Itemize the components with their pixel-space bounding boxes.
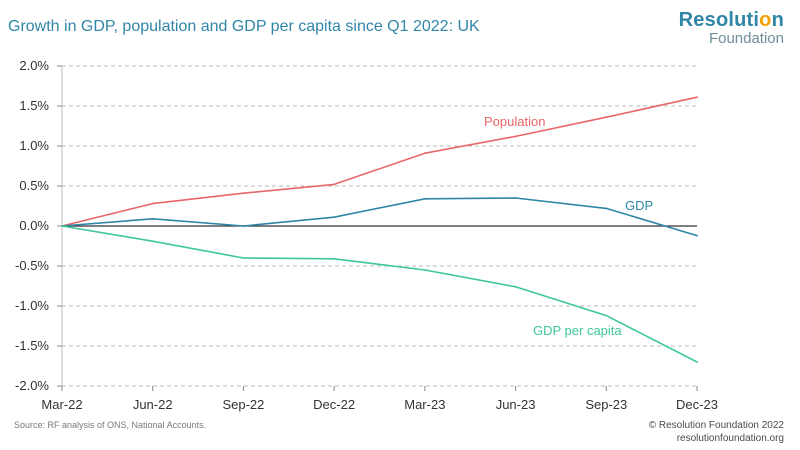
copyright-block: © Resolution Foundation 2022 resolutionf… [649,420,784,445]
resolution-foundation-logo: Resolution Foundation [679,10,784,46]
x-tick-label: Dec-22 [313,397,355,412]
data-point [61,225,63,227]
gdp-per-capita-label: GDP per capita [533,323,622,338]
y-tick-label: -1.5% [15,338,49,353]
y-tick-label: -1.0% [15,298,49,313]
y-tick-label: -2.0% [15,378,49,393]
data-point [514,197,517,199]
y-tick-label: 1.0% [19,138,49,153]
data-point [605,116,608,119]
data-point [242,192,245,195]
source-note: Source: RF analysis of ONS, National Acc… [14,420,207,430]
data-point [333,216,336,219]
data-point [605,314,608,317]
data-point [423,197,426,200]
x-tick-label: Sep-22 [222,397,264,412]
gdp-per-capita-line [61,225,698,363]
website-text: resolutionfoundation.org [676,432,784,444]
data-point [696,96,698,99]
data-point [333,257,336,260]
data-point [696,234,698,237]
gdp-line [61,197,698,237]
logo-wordmark-end: n [771,9,784,31]
data-point [514,285,517,288]
data-point [696,361,698,363]
data-point [423,152,426,155]
data-point [423,269,426,271]
copyright-text: © Resolution Foundation 2022 [648,420,784,431]
data-point [151,217,154,220]
chart-title: Growth in GDP, population and GDP per ca… [8,18,480,35]
logo-wordmark-main: Resoluti [678,9,760,31]
data-point [514,135,517,138]
x-tick-label: Sep-23 [585,397,627,412]
y-tick-label: 1.5% [19,98,49,113]
population-line [61,96,698,227]
data-point [151,240,154,243]
population-label: Population [484,114,545,129]
data-point [333,183,336,186]
y-tick-label: 2.0% [19,58,49,73]
gdp-label: GDP [625,198,653,213]
x-tick-label: Jun-22 [133,397,173,412]
x-tick-label: Mar-22 [41,397,82,412]
y-tick-label: 0.5% [19,178,49,193]
x-tick-label: Jun-23 [496,397,536,412]
y-tick-label: 0.0% [19,218,49,233]
logo-wordmark-bottom: Foundation [708,30,784,47]
x-tick-label: Dec-23 [676,397,718,412]
logo-wordmark-top: Resolution [679,10,784,30]
logo-wordmark-accent: o [759,9,772,31]
data-point [242,225,245,227]
data-point [242,257,245,259]
data-point [605,207,608,210]
y-tick-label: -0.5% [15,258,49,273]
data-point [151,202,154,205]
x-tick-label: Mar-23 [404,397,445,412]
